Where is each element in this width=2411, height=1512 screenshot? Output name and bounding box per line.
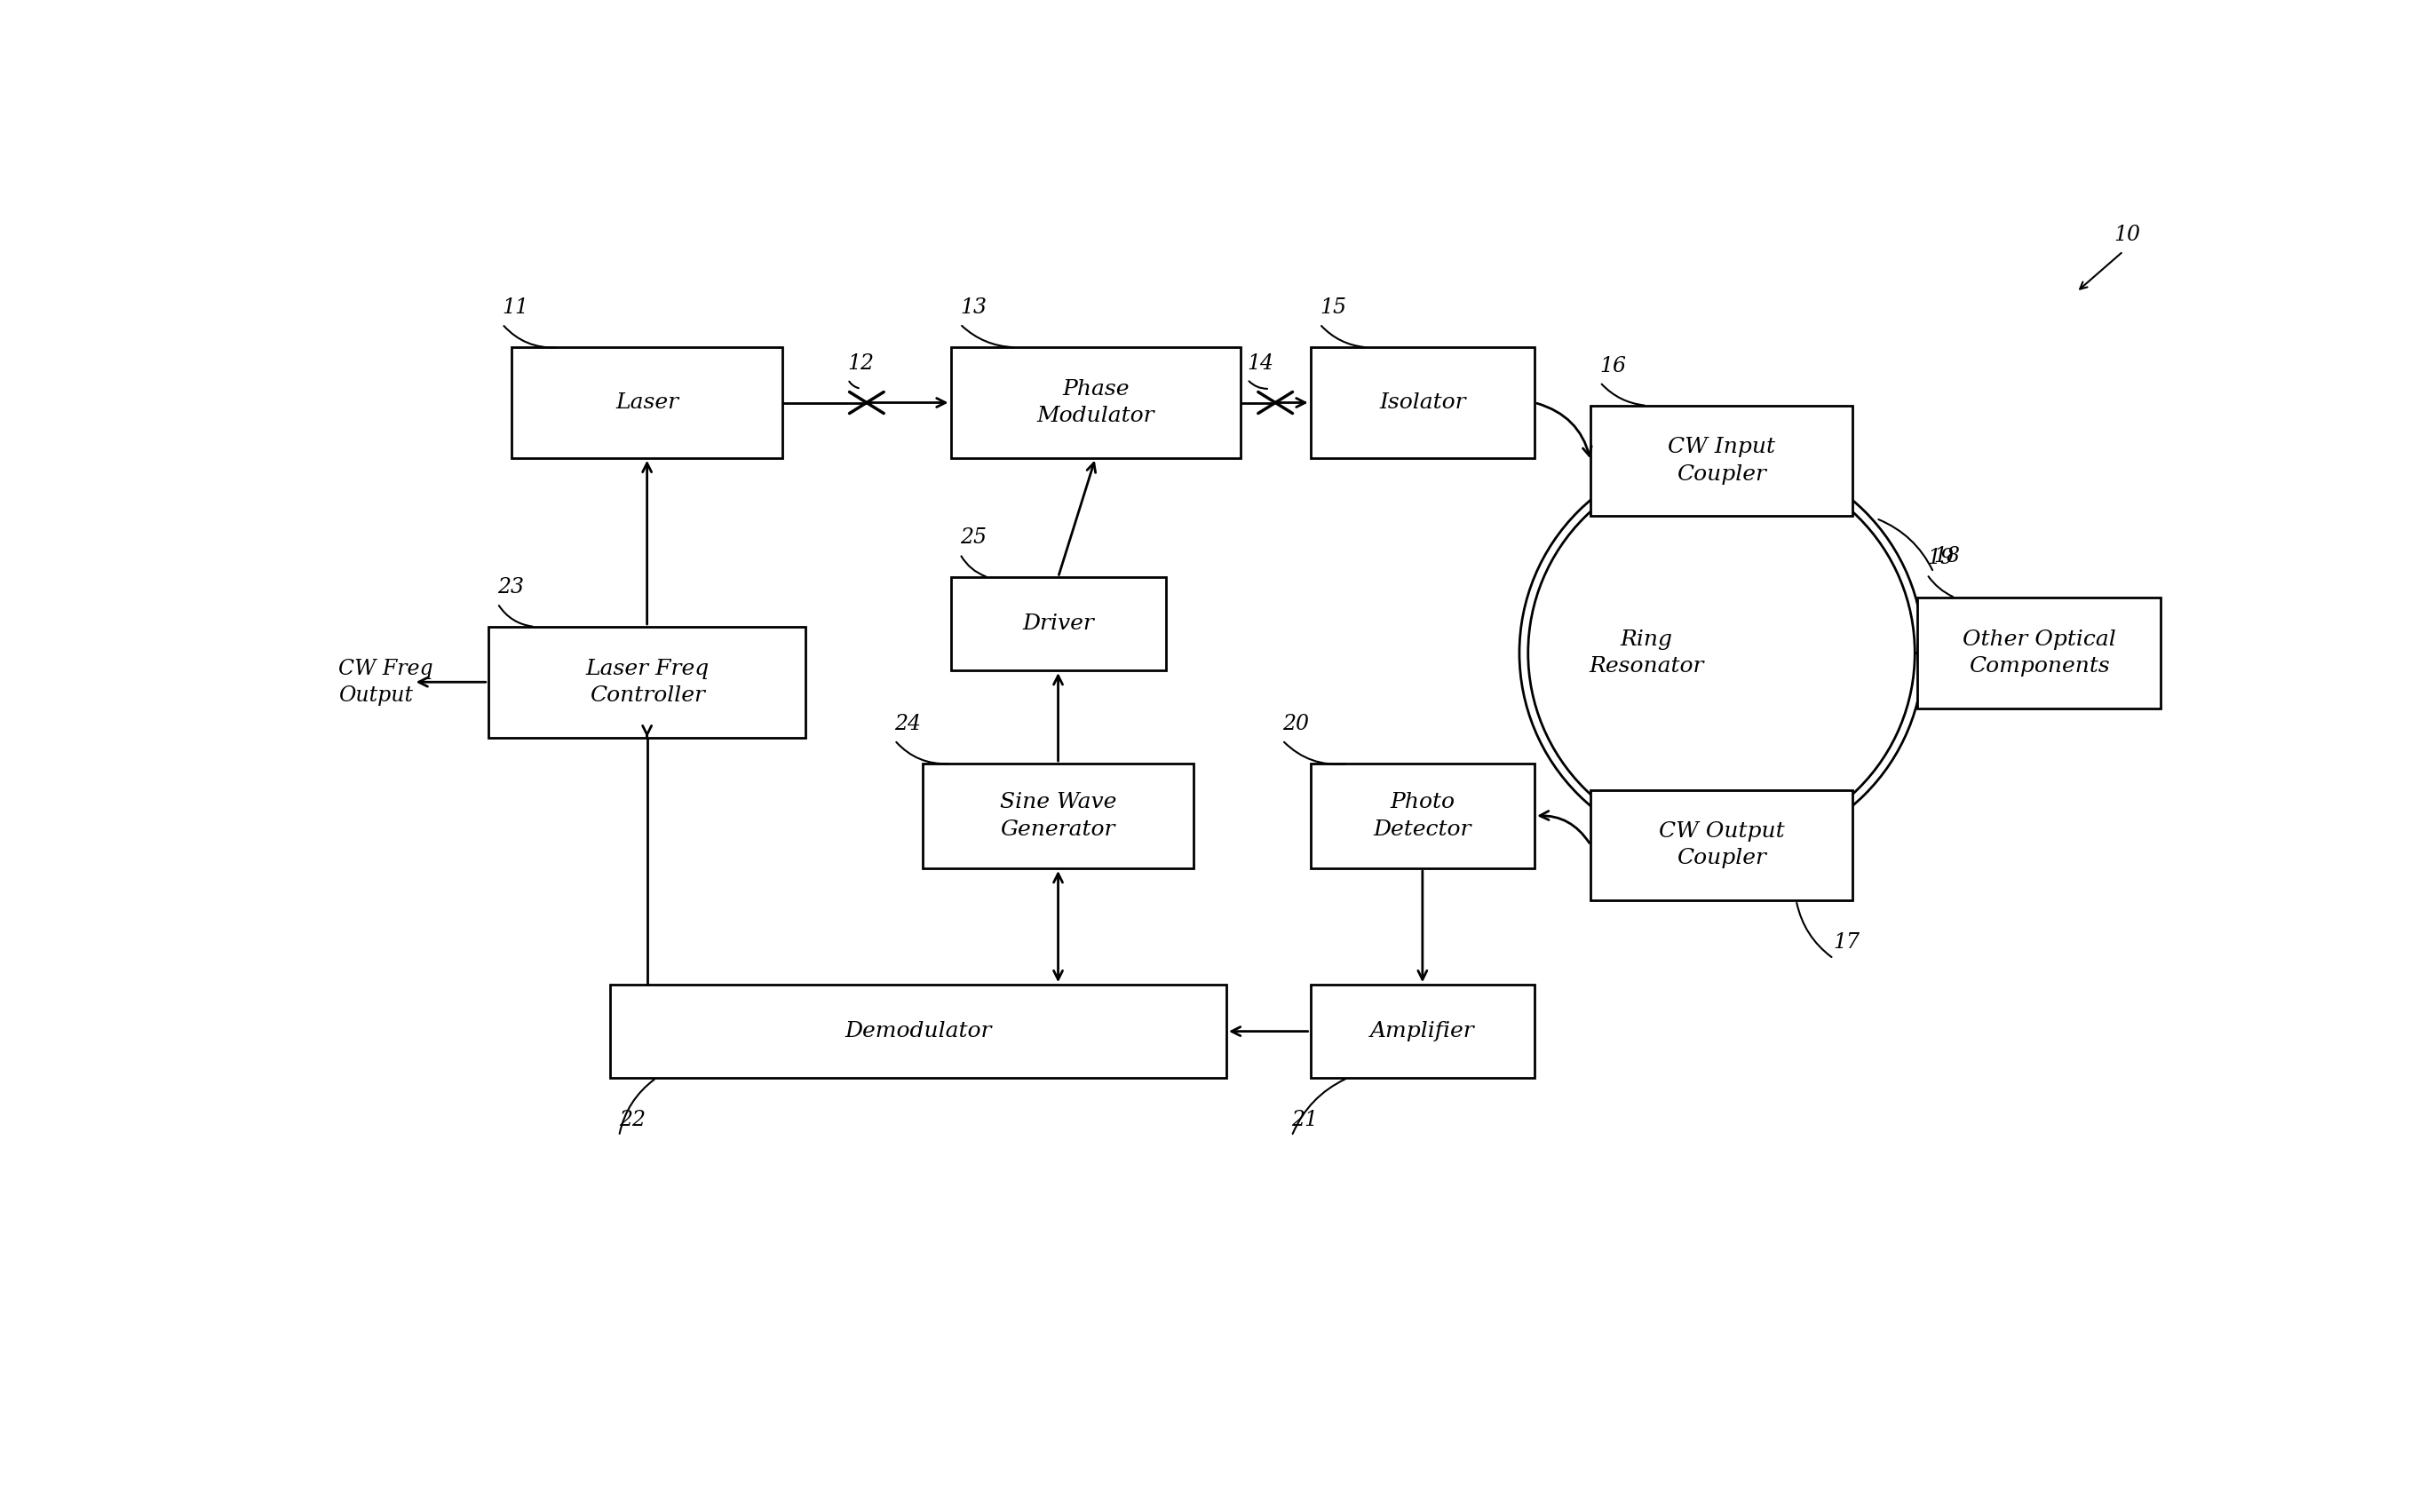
FancyBboxPatch shape [923, 764, 1193, 868]
Text: 10: 10 [2114, 225, 2141, 245]
Text: Photo
Detector: Photo Detector [1374, 792, 1471, 839]
Text: 12: 12 [849, 354, 875, 373]
Text: 20: 20 [1283, 714, 1309, 735]
Text: Laser Freq
Controller: Laser Freq Controller [586, 658, 709, 706]
Text: 23: 23 [497, 578, 523, 597]
Text: Demodulator: Demodulator [844, 1021, 991, 1042]
FancyBboxPatch shape [511, 348, 784, 458]
FancyBboxPatch shape [950, 348, 1239, 458]
Text: 16: 16 [1601, 355, 1627, 376]
Text: CW Output
Coupler: CW Output Coupler [1659, 821, 1784, 869]
Text: 21: 21 [1292, 1110, 1319, 1131]
Text: 18: 18 [1934, 546, 1960, 567]
Text: Ring
Resonator: Ring Resonator [1589, 629, 1705, 676]
Text: 24: 24 [894, 714, 921, 735]
FancyBboxPatch shape [1591, 789, 1852, 900]
FancyBboxPatch shape [1591, 405, 1852, 516]
Text: 14: 14 [1246, 354, 1273, 373]
Text: Isolator: Isolator [1379, 393, 1466, 413]
Text: 11: 11 [501, 298, 528, 318]
Text: Laser: Laser [615, 393, 677, 413]
FancyBboxPatch shape [1312, 984, 1536, 1078]
Text: 17: 17 [1835, 933, 1861, 953]
FancyBboxPatch shape [487, 627, 805, 738]
FancyBboxPatch shape [610, 984, 1227, 1078]
Text: Amplifier: Amplifier [1369, 1021, 1476, 1042]
Text: 25: 25 [960, 528, 986, 549]
Text: Sine Wave
Generator: Sine Wave Generator [1001, 792, 1116, 839]
Text: CW Freq
Output: CW Freq Output [338, 658, 434, 706]
Text: Driver: Driver [1022, 614, 1095, 634]
Text: 22: 22 [620, 1110, 646, 1131]
FancyBboxPatch shape [1917, 597, 2160, 708]
FancyBboxPatch shape [950, 578, 1165, 670]
Text: Other Optical
Components: Other Optical Components [1963, 629, 2117, 676]
Text: 13: 13 [960, 298, 986, 318]
Text: Phase
Modulator: Phase Modulator [1037, 380, 1155, 426]
FancyBboxPatch shape [1312, 764, 1536, 868]
FancyBboxPatch shape [1312, 348, 1536, 458]
Text: 19: 19 [1926, 549, 1953, 569]
Text: CW Input
Coupler: CW Input Coupler [1668, 437, 1774, 484]
Text: 15: 15 [1319, 298, 1345, 318]
